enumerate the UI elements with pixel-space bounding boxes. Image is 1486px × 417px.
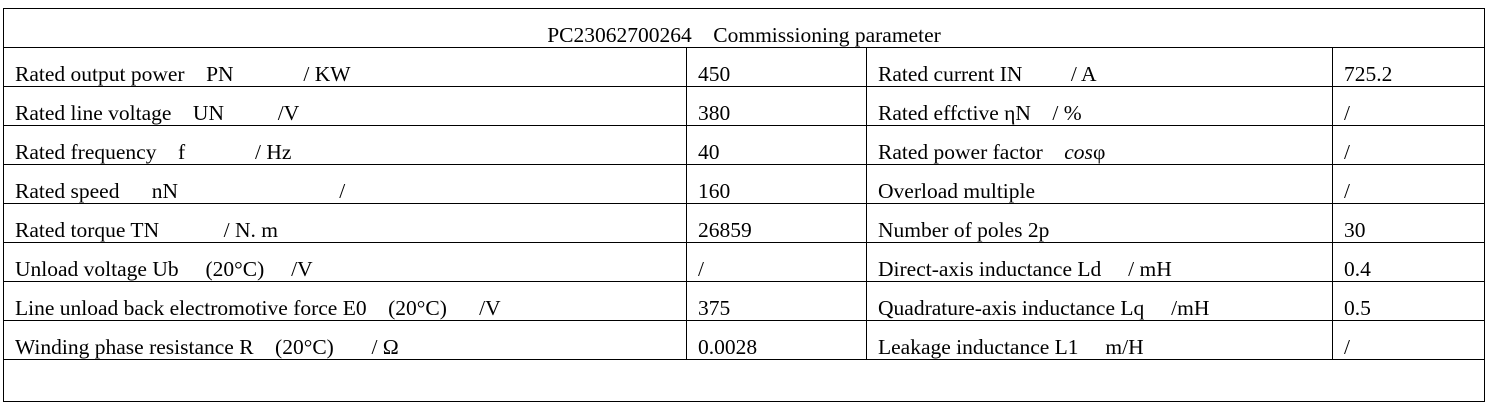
parameter-value: /: [1332, 320, 1485, 360]
parameter-label: Winding phase resistance R (20°C) / Ω: [3, 320, 687, 360]
parameter-value: 0.0028: [686, 320, 867, 360]
parameter-value: 375: [686, 281, 867, 321]
parameter-label: Rated current IN / A: [866, 47, 1333, 87]
parameter-value: 0.5: [1332, 281, 1485, 321]
table-row: Rated output power PN / KW 450 Rated curre…: [3, 47, 1485, 87]
parameter-value: 40: [686, 125, 867, 165]
parameter-value: /: [686, 242, 867, 282]
parameter-value: 30: [1332, 203, 1485, 243]
blank-row: [3, 359, 1485, 402]
parameter-value: 380: [686, 86, 867, 126]
parameter-label: Rated output power PN / KW: [3, 47, 687, 87]
table-row: Rated torque TN / N. m 26859 Number of pol…: [3, 203, 1485, 243]
parameter-label: Rated torque TN / N. m: [3, 203, 687, 243]
parameter-value: /: [1332, 164, 1485, 204]
table-row: Rated line voltage UN /V 380 Rated effctiv…: [3, 86, 1485, 126]
blank-cell: [3, 359, 1485, 402]
parameter-value: 725.2: [1332, 47, 1485, 87]
commissioning-parameter-table: PC23062700264 Commissioning parameter Ra…: [3, 8, 1485, 402]
table-title: PC23062700264 Commissioning parameter: [3, 8, 1485, 48]
table-row: Rated speed nN /160 Overload multiple /: [3, 164, 1485, 204]
parameter-label: Rated speed nN /: [3, 164, 687, 204]
parameter-label: Direct-axis inductance Ld / mH: [866, 242, 1333, 282]
parameter-label: Leakage inductance L1 m/H: [866, 320, 1333, 360]
parameter-label: Unload voltage Ub (20°C) /V: [3, 242, 687, 282]
parameter-label: Rated effctive ηN / %: [866, 86, 1333, 126]
table-row: Unload voltage Ub (20°C) /V / Direct-axis …: [3, 242, 1485, 282]
parameter-value: /: [1332, 125, 1485, 165]
parameter-value: 160: [686, 164, 867, 204]
table-row: Winding phase resistance R (20°C) / Ω 0.0…: [3, 320, 1485, 360]
table-row: Rated frequency f / Hz 40 Rated power fact…: [3, 125, 1485, 165]
parameter-label: Number of poles 2p: [866, 203, 1333, 243]
parameter-value: 26859: [686, 203, 867, 243]
parameter-label: Rated power factor cosφ: [866, 125, 1333, 165]
parameter-label: Rated line voltage UN /V: [3, 86, 687, 126]
parameter-label: Rated frequency f / Hz: [3, 125, 687, 165]
parameter-value: 0.4: [1332, 242, 1485, 282]
parameter-label: Overload multiple: [866, 164, 1333, 204]
parameter-label: Quadrature-axis inductance Lq /mH: [866, 281, 1333, 321]
title-row: PC23062700264 Commissioning parameter: [3, 8, 1485, 48]
parameter-label: Line unload back electromotive force E0 …: [3, 281, 687, 321]
table-row: Line unload back electromotive force E0 …: [3, 281, 1485, 321]
parameter-value: /: [1332, 86, 1485, 126]
parameter-value: 450: [686, 47, 867, 87]
